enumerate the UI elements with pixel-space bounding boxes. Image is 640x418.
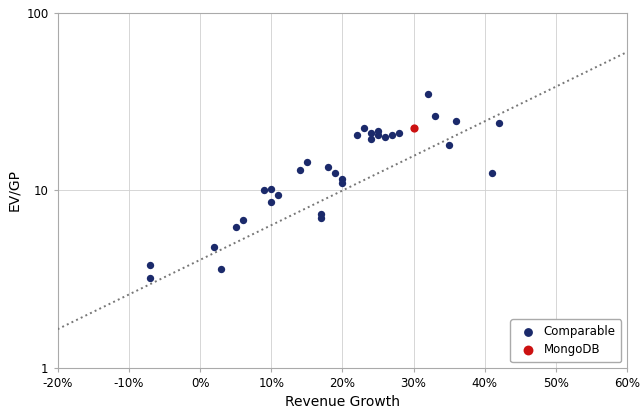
Comparable <box>394 130 404 136</box>
Comparable <box>237 217 248 223</box>
Comparable <box>430 113 440 120</box>
Comparable <box>316 214 326 221</box>
Comparable <box>216 266 227 273</box>
Comparable <box>373 132 383 138</box>
Comparable <box>294 167 305 173</box>
Comparable <box>145 262 156 268</box>
Comparable <box>209 243 220 250</box>
Comparable <box>337 176 348 183</box>
Y-axis label: EV/GP: EV/GP <box>7 169 20 211</box>
Comparable <box>487 170 497 176</box>
Comparable <box>323 164 333 171</box>
Comparable <box>230 224 241 230</box>
Comparable <box>259 187 269 194</box>
Comparable <box>373 128 383 135</box>
Comparable <box>330 170 340 176</box>
Comparable <box>266 185 276 192</box>
Comparable <box>444 142 454 148</box>
Legend: Comparable, MongoDB: Comparable, MongoDB <box>510 319 621 362</box>
Comparable <box>351 132 362 138</box>
Comparable <box>366 130 376 136</box>
Comparable <box>273 191 284 198</box>
Comparable <box>423 90 433 97</box>
Comparable <box>451 118 461 125</box>
Comparable <box>316 211 326 218</box>
Comparable <box>266 199 276 205</box>
X-axis label: Revenue Growth: Revenue Growth <box>285 395 400 409</box>
Comparable <box>337 179 348 186</box>
Comparable <box>358 124 369 131</box>
Comparable <box>387 132 397 138</box>
Comparable <box>380 133 390 140</box>
Comparable <box>494 119 504 126</box>
Comparable <box>301 158 312 165</box>
MongoDB <box>408 124 419 131</box>
Comparable <box>145 275 156 281</box>
Comparable <box>366 135 376 142</box>
